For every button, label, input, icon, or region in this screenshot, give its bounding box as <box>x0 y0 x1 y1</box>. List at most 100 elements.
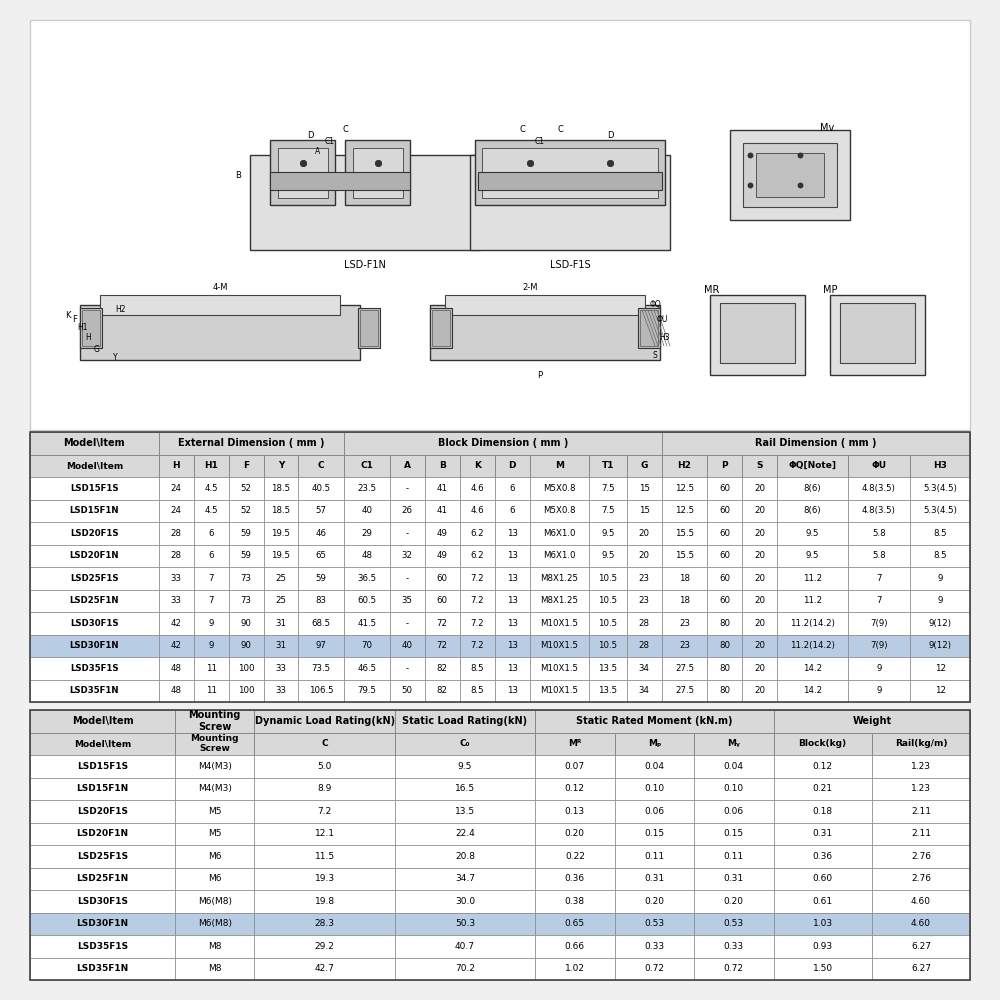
Bar <box>298 635 344 657</box>
Text: 12.1: 12.1 <box>315 829 335 838</box>
Text: 0.93: 0.93 <box>813 942 833 951</box>
Bar <box>694 890 774 912</box>
Text: 73: 73 <box>241 574 252 583</box>
Bar <box>530 680 589 702</box>
Text: Mounting
Screw: Mounting Screw <box>190 734 239 753</box>
Text: 9: 9 <box>208 619 214 628</box>
Bar <box>30 778 175 800</box>
Text: M6(M8): M6(M8) <box>198 897 232 906</box>
Text: 41: 41 <box>437 484 448 493</box>
Bar <box>425 499 460 522</box>
Bar <box>30 432 970 702</box>
Bar <box>589 477 627 499</box>
Bar <box>390 522 425 544</box>
Text: 0.07: 0.07 <box>565 762 585 771</box>
Bar <box>495 522 530 544</box>
Bar <box>589 567 627 589</box>
Text: 11.2: 11.2 <box>803 596 822 605</box>
Text: C: C <box>557 125 563 134</box>
Bar <box>530 522 589 544</box>
Bar <box>495 477 530 499</box>
Text: 7: 7 <box>208 596 214 605</box>
Bar <box>254 755 395 778</box>
Text: M8X1.25: M8X1.25 <box>540 596 578 605</box>
Bar <box>395 732 535 755</box>
Bar <box>848 544 910 567</box>
Bar <box>264 567 298 589</box>
Text: 20: 20 <box>754 484 765 493</box>
Bar <box>589 680 627 702</box>
Bar <box>425 544 460 567</box>
Text: 20: 20 <box>754 596 765 605</box>
Bar <box>175 867 254 890</box>
Text: Static Load Rating(kN): Static Load Rating(kN) <box>402 716 527 726</box>
Text: 50: 50 <box>402 686 413 695</box>
Bar <box>627 680 662 702</box>
Text: S: S <box>653 351 657 360</box>
Text: Static Rated Moment (kN.m): Static Rated Moment (kN.m) <box>576 716 733 726</box>
Text: Block Dimension ( mm ): Block Dimension ( mm ) <box>438 438 568 448</box>
Text: H2: H2 <box>678 461 691 470</box>
Text: 0.15: 0.15 <box>644 829 664 838</box>
Text: 60: 60 <box>719 529 730 538</box>
Bar <box>395 755 535 778</box>
Text: 40: 40 <box>362 506 373 515</box>
Bar <box>353 148 403 198</box>
Bar <box>530 612 589 635</box>
Bar <box>615 755 694 778</box>
Text: LSD20F1S: LSD20F1S <box>77 807 128 816</box>
Bar <box>910 612 970 635</box>
Bar <box>710 295 805 375</box>
Bar <box>344 635 390 657</box>
Text: M8: M8 <box>208 942 221 951</box>
Bar <box>264 657 298 680</box>
Text: 13: 13 <box>507 686 518 695</box>
Bar <box>627 657 662 680</box>
Text: 8.5: 8.5 <box>933 529 947 538</box>
Bar <box>774 755 872 778</box>
Text: 18.5: 18.5 <box>271 484 291 493</box>
Text: 60: 60 <box>719 596 730 605</box>
Bar <box>460 635 495 657</box>
Text: LSD20F1S: LSD20F1S <box>70 529 119 538</box>
Bar <box>390 589 425 612</box>
Bar <box>298 499 344 522</box>
Text: 0.36: 0.36 <box>813 852 833 861</box>
Bar <box>82 310 100 346</box>
Text: 5.8: 5.8 <box>872 529 886 538</box>
Bar <box>495 657 530 680</box>
Bar <box>425 680 460 702</box>
Text: M5X0.8: M5X0.8 <box>543 484 576 493</box>
Bar <box>30 845 175 867</box>
Text: 28: 28 <box>171 551 182 560</box>
Bar <box>615 867 694 890</box>
Text: 12: 12 <box>935 686 946 695</box>
Text: 0.12: 0.12 <box>565 784 585 793</box>
Bar <box>30 635 159 657</box>
Text: 26: 26 <box>402 506 413 515</box>
Text: 68.5: 68.5 <box>312 619 331 628</box>
Text: 11.2(14.2): 11.2(14.2) <box>790 641 835 650</box>
Bar <box>390 454 425 477</box>
Text: 0.20: 0.20 <box>644 897 664 906</box>
Text: 7: 7 <box>208 574 214 583</box>
Text: H1: H1 <box>77 324 87 332</box>
Bar <box>589 454 627 477</box>
Text: 35: 35 <box>402 596 413 605</box>
Bar <box>777 657 848 680</box>
Text: 60: 60 <box>437 596 448 605</box>
Bar <box>694 732 774 755</box>
Bar <box>460 544 495 567</box>
Text: 70: 70 <box>362 641 373 650</box>
Bar <box>694 867 774 890</box>
Bar <box>30 867 175 890</box>
Bar <box>694 822 774 845</box>
Bar <box>742 522 777 544</box>
Bar <box>615 890 694 912</box>
Text: 0.20: 0.20 <box>565 829 585 838</box>
Text: 20.8: 20.8 <box>455 852 475 861</box>
Bar <box>30 822 175 845</box>
Text: 4.8(3.5): 4.8(3.5) <box>862 484 896 493</box>
Text: 73: 73 <box>241 596 252 605</box>
Text: M10X1.5: M10X1.5 <box>540 664 578 673</box>
